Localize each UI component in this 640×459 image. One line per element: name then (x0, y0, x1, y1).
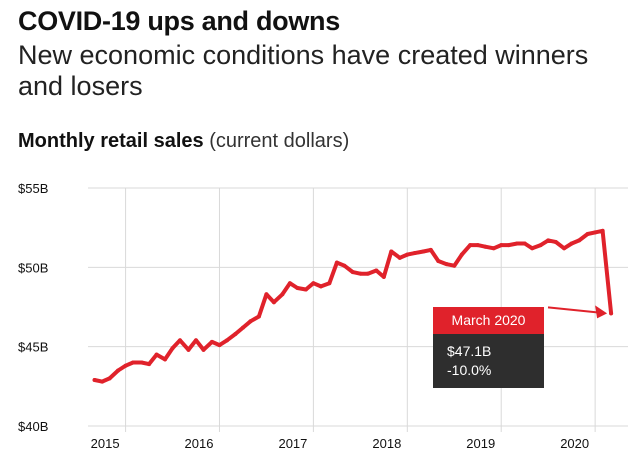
data-point (154, 352, 159, 357)
data-point (381, 274, 386, 279)
data-point (342, 263, 347, 268)
data-point (483, 244, 488, 249)
data-point (287, 281, 292, 286)
data-point (538, 243, 543, 248)
data-point (562, 246, 567, 251)
y-tick-label: $45B (18, 340, 48, 355)
chart-title-note: (current dollars) (209, 130, 350, 152)
y-axis-ticks: $40B $45B $50B $55B (18, 181, 48, 434)
data-point (271, 300, 276, 305)
data-point (475, 243, 480, 248)
series-layer (92, 228, 614, 384)
x-tick-label: 2016 (185, 436, 214, 451)
data-point (389, 249, 394, 254)
data-point (163, 357, 168, 362)
data-point (186, 347, 191, 352)
data-point (217, 343, 222, 348)
x-tick-label: 2018 (372, 436, 401, 451)
data-point (506, 243, 511, 248)
data-point (147, 362, 152, 367)
x-tick-label: 2020 (560, 436, 589, 451)
y-tick-label: $50B (18, 260, 48, 275)
data-point (233, 331, 238, 336)
data-point (358, 271, 363, 276)
data-point (123, 363, 128, 368)
data-point (468, 243, 473, 248)
x-tick-label: 2017 (278, 436, 307, 451)
data-point (412, 251, 417, 256)
data-point (421, 249, 426, 254)
data-point (569, 241, 574, 246)
data-point (100, 379, 105, 384)
data-point (264, 292, 269, 297)
data-point (585, 232, 590, 237)
data-point (436, 258, 441, 263)
page-subtitle: New economic conditions have created win… (18, 40, 589, 101)
data-point (248, 319, 253, 324)
data-point (577, 238, 582, 243)
data-point (365, 271, 370, 276)
data-point (593, 230, 598, 235)
page-title: COVID-19 ups and downs (18, 6, 340, 36)
data-point (116, 368, 121, 373)
data-point (178, 338, 183, 343)
data-point (311, 281, 316, 286)
annotation-box: $47.1B -10.0% (433, 334, 544, 388)
data-point (240, 325, 245, 330)
annotation-value: $47.1B (447, 343, 492, 359)
data-point (397, 255, 402, 260)
data-point (334, 260, 339, 265)
data-point (295, 285, 300, 290)
data-point (350, 270, 355, 275)
data-point (553, 239, 558, 244)
y-tick-label: $40B (18, 419, 48, 434)
grid-layer (88, 187, 628, 432)
data-point (530, 246, 535, 251)
x-axis-ticks: 2015 2016 2017 2018 2019 2020 (91, 436, 589, 451)
data-point (546, 238, 551, 243)
data-point (201, 347, 206, 352)
data-point (209, 339, 214, 344)
data-point (280, 292, 285, 297)
data-point (405, 252, 410, 257)
data-point (515, 241, 520, 246)
data-point (139, 360, 144, 365)
data-point (224, 338, 229, 343)
data-point (131, 360, 136, 365)
annotation-arrow-head (595, 305, 608, 319)
data-point (499, 243, 504, 248)
data-point (609, 311, 614, 316)
chart-title-block: Monthly retail sales (current dollars) (18, 130, 349, 153)
data-point (318, 284, 323, 289)
data-point (452, 263, 457, 268)
annotation-label: March 2020 (433, 307, 544, 334)
data-point (256, 314, 261, 319)
data-point (303, 287, 308, 292)
data-point (92, 377, 97, 382)
data-point (522, 241, 527, 246)
annotation-change: -10.0% (447, 362, 492, 378)
annotation-arrow-shaft (547, 306, 598, 314)
data-point (491, 246, 496, 251)
data-point (194, 338, 198, 343)
data-point (444, 262, 449, 267)
data-point (600, 228, 605, 233)
data-point (170, 346, 175, 351)
x-tick-label: 2019 (466, 436, 495, 451)
data-point (428, 247, 433, 252)
data-point (327, 281, 332, 286)
data-point (374, 268, 379, 273)
data-point (107, 376, 112, 381)
y-tick-label: $55B (18, 181, 48, 196)
data-point (459, 252, 464, 257)
annotation-arrow-layer (547, 305, 608, 319)
x-tick-label: 2015 (91, 436, 120, 451)
chart-title: Monthly retail sales (18, 130, 204, 152)
